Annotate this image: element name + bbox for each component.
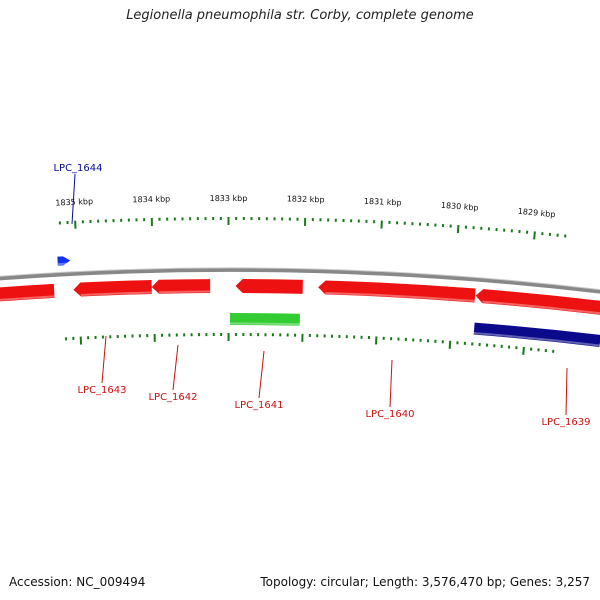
major-tick	[533, 231, 536, 240]
gene-shading	[473, 332, 600, 347]
gene-leader-line	[71, 173, 76, 225]
outer-tick-ring	[58, 216, 567, 240]
gene-leader-line	[389, 359, 393, 408]
backbone-highlight	[0, 267, 600, 291]
gene-feature-lpc-1641	[230, 313, 300, 326]
backbone-ring	[0, 268, 600, 294]
gene-label-lpc-1640: LPC_1640	[365, 409, 414, 420]
gene-label-lpc-1642: LPC_1642	[148, 392, 197, 403]
gene-feature-lpc-1641	[151, 279, 211, 294]
gene-feature-lpc-1643	[0, 283, 55, 302]
gene-features	[0, 256, 600, 347]
gene-feature-lpc-1640	[318, 280, 476, 303]
gene-leader-line	[258, 350, 265, 399]
gene-shading	[80, 291, 152, 297]
gene-shading	[0, 295, 55, 301]
ruler-label: 1832 kbp	[287, 194, 325, 204]
accession-label: Accession: NC_009494	[9, 575, 146, 589]
genome-backbone	[0, 267, 600, 294]
ruler-labels: 1835 kbp 1834 kbp 1833 kbp 1832 kbp 1831 kbp…	[55, 194, 556, 219]
genome-summary: Topology: circular; Length: 3,576,470 bp…	[260, 575, 590, 589]
ruler-label: 1834 kbp	[132, 194, 170, 204]
gene-label-lpc-1641: LPC_1641	[234, 400, 283, 411]
ruler-label: 1830 kbp	[441, 201, 479, 213]
gene-label-lpc-1643: LPC_1643	[77, 385, 126, 396]
gene-label-lpc-1644: LPC_1644	[53, 163, 102, 174]
gene-shading	[158, 290, 211, 294]
gene-label-lpc-1639: LPC_1639	[541, 417, 590, 428]
ruler-label: 1833 kbp	[210, 194, 248, 203]
major-tick	[448, 340, 452, 349]
gene-labels: LPC_1644 LPC_1643 LPC_1642 LPC_1641 LPC_1640…	[53, 163, 590, 428]
major-tick	[522, 346, 525, 355]
gene-feature-lpc-1642	[73, 279, 152, 297]
ruler-label: 1829 kbp	[517, 207, 555, 220]
gene-shading	[325, 291, 475, 303]
ruler-label: 1831 kbp	[364, 197, 402, 208]
genome-title: Legionella pneumophila str. Corby, compl…	[126, 8, 474, 23]
gene-leader-line	[565, 367, 568, 416]
gene-leader-line	[172, 344, 179, 391]
gene-shading	[229, 322, 300, 326]
inner-tick-ring	[64, 332, 555, 355]
gene-feature-lpc-1639	[475, 289, 600, 315]
gene-leader-line	[101, 335, 107, 384]
gene-shading	[482, 300, 600, 315]
gene-feature-lpc-1639	[473, 322, 600, 347]
gene-feature-lpc-1641-forward	[235, 279, 303, 294]
gene-shading	[57, 262, 71, 266]
ruler-label: 1835 kbp	[55, 197, 93, 208]
major-tick	[456, 225, 460, 234]
gene-feature-lpc-1644	[57, 256, 71, 266]
